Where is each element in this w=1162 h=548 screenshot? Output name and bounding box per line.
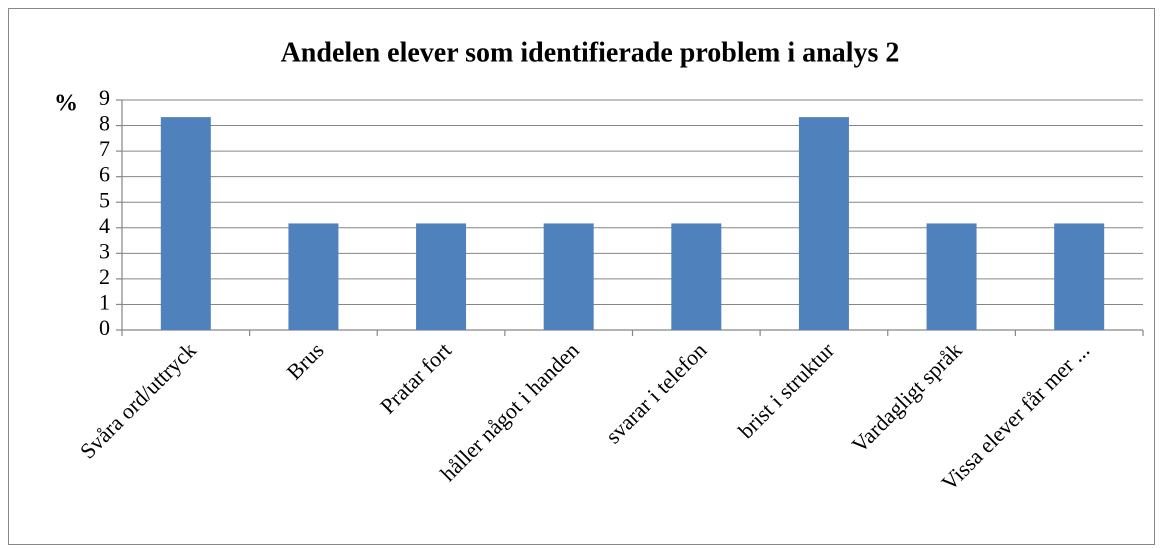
y-tick-label: 5 — [99, 187, 110, 212]
y-tick-label: 9 — [99, 85, 110, 110]
bar — [160, 117, 211, 330]
bar — [416, 223, 467, 330]
y-tick-label: 1 — [99, 289, 110, 314]
bar — [543, 223, 594, 330]
bar — [1054, 223, 1105, 330]
y-tick-label: 6 — [99, 162, 110, 187]
y-tick-label: 0 — [99, 315, 110, 340]
y-axis-label: % — [54, 91, 78, 117]
y-tick-label: 2 — [99, 264, 110, 289]
y-tick-label: 3 — [99, 238, 110, 263]
bar — [671, 223, 722, 330]
chart-title: Andelen elever som identifierade problem… — [281, 37, 900, 68]
y-tick-label: 4 — [99, 213, 110, 238]
y-tick-label: 7 — [99, 136, 110, 161]
bar — [926, 223, 977, 330]
y-tick-label: 8 — [99, 111, 110, 136]
bar — [288, 223, 339, 330]
bar — [798, 117, 849, 330]
